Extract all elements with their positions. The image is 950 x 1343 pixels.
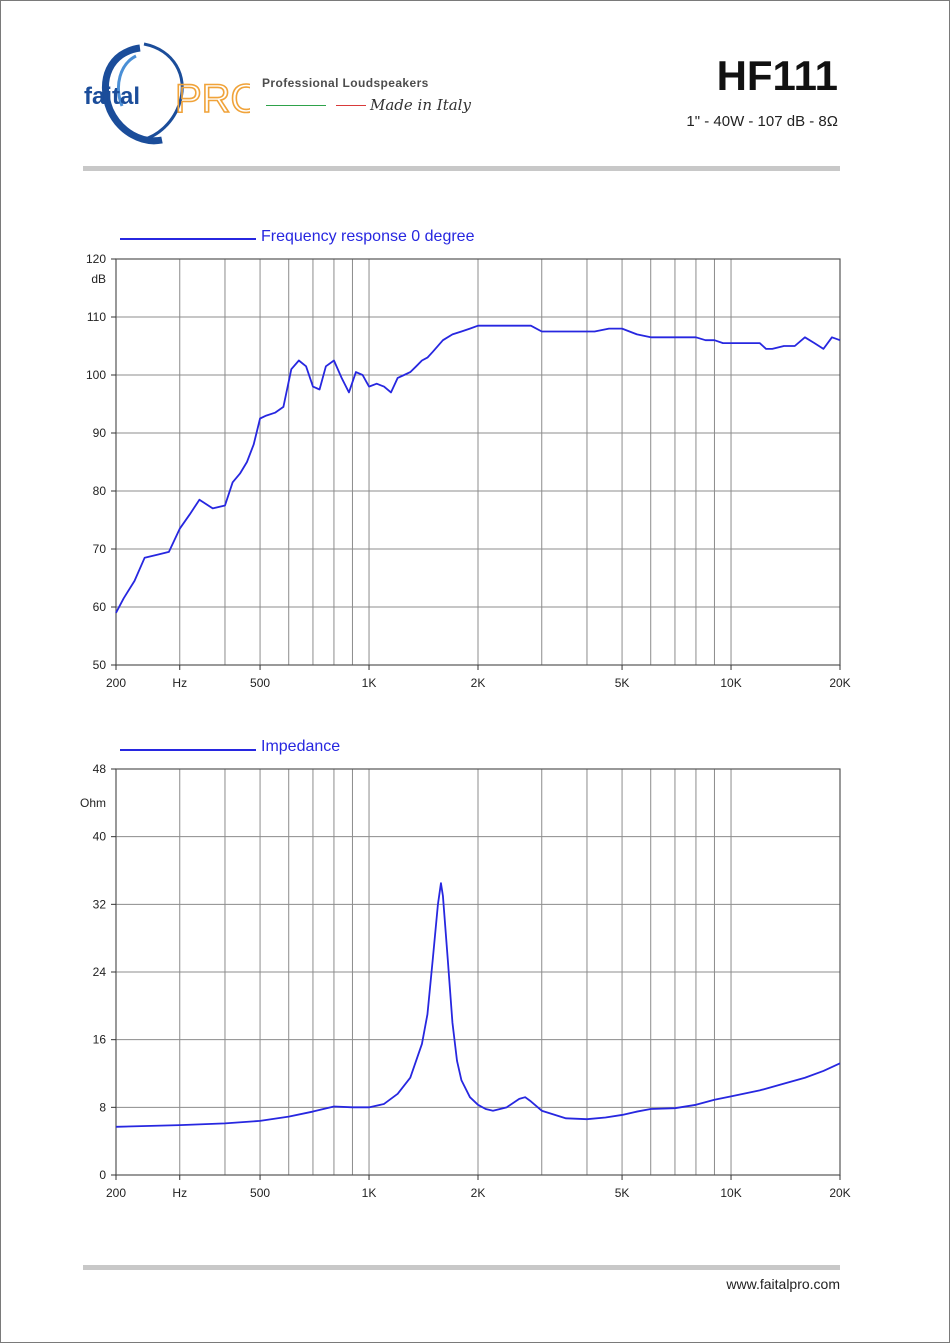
frequency-response-chart: 50 60 70 80 90 100 110 120 dB 200 Hz 500 1K 2K 5K 10K 20… (86, 252, 851, 690)
frequency-ytick-label: 50 (93, 658, 107, 672)
model-spec: 1" - 40W - 107 dB - 8Ω (686, 113, 838, 130)
impedance-xtick-label: 500 (250, 1186, 270, 1200)
impedance-ytick-label: 16 (93, 1033, 107, 1047)
impedance-ytick-label: 48 (93, 762, 107, 776)
svg-text:faital: faital (84, 83, 140, 110)
impedance-xtick-label: 20K (829, 1186, 850, 1200)
frequency-ytick-label: 100 (86, 368, 106, 382)
svg-text:PRO: PRO (175, 77, 250, 121)
footer-url: www.faitalpro.com (726, 1276, 840, 1292)
frequency-xtick-label: 2K (471, 676, 486, 690)
header-divider (83, 166, 840, 171)
frequency-series-line (115, 324, 841, 614)
frequency-ytick-label: 90 (93, 426, 107, 440)
impedance-series-line (115, 882, 841, 1128)
italy-green-line (266, 105, 326, 106)
impedance-ytick-label: 24 (93, 965, 107, 979)
impedance-ytick-label: 40 (93, 830, 107, 844)
frequency-xtick-label: 500 (250, 676, 270, 690)
frequency-xtick-label: 20K (829, 676, 850, 690)
impedance-xtick-label: Hz (172, 1186, 187, 1200)
frequency-ytick-label: 70 (93, 542, 107, 556)
impedance-xtick-label: 5K (615, 1186, 630, 1200)
impedance-xtick-label: 2K (471, 1186, 486, 1200)
frequency-ytick-label: 80 (93, 484, 107, 498)
impedance-xtick-label: 1K (362, 1186, 377, 1200)
impedance-legend-label: Impedance (261, 738, 341, 755)
frequency-ylabel: dB (91, 272, 106, 286)
impedance-legend-line (120, 749, 256, 751)
frequency-xtick-label: 5K (615, 676, 630, 690)
impedance-xtick-label: 10K (720, 1186, 741, 1200)
frequency-xtick-label: 200 (106, 676, 126, 690)
frequency-ytick-label: 110 (87, 310, 106, 324)
tagline-bottom: Made in Italy (370, 96, 471, 114)
frequency-ytick-label: 60 (93, 600, 107, 614)
faitalpro-logo: faital PRO (80, 40, 262, 148)
italy-red-line (336, 105, 366, 106)
impedance-xtick-label: 200 (106, 1186, 126, 1200)
frequency-legend-line (120, 238, 256, 240)
impedance-ytick-label: 0 (99, 1168, 106, 1182)
impedance-ytick-label: 32 (93, 897, 107, 911)
impedance-ytick-label: 8 (99, 1100, 106, 1114)
frequency-xtick-label: 10K (720, 676, 741, 690)
frequency-ytick-label: 120 (86, 252, 106, 266)
frequency-legend-label: Frequency response 0 degree (261, 228, 475, 245)
impedance-ylabel: Ohm (80, 796, 106, 810)
impedance-chart: 0 8 16 24 32 40 48 Ohm 200 Hz 500 1K 2K 5K 10K 20K (80, 762, 851, 1200)
frequency-xtick-label: Hz (172, 676, 187, 690)
tagline: Professional Loudspeakers Made in Italy (262, 76, 522, 126)
frequency-xtick-label: 1K (362, 676, 377, 690)
model-title: HF111 (716, 52, 838, 99)
tagline-top: Professional Loudspeakers (262, 76, 429, 90)
footer-divider (83, 1265, 840, 1270)
